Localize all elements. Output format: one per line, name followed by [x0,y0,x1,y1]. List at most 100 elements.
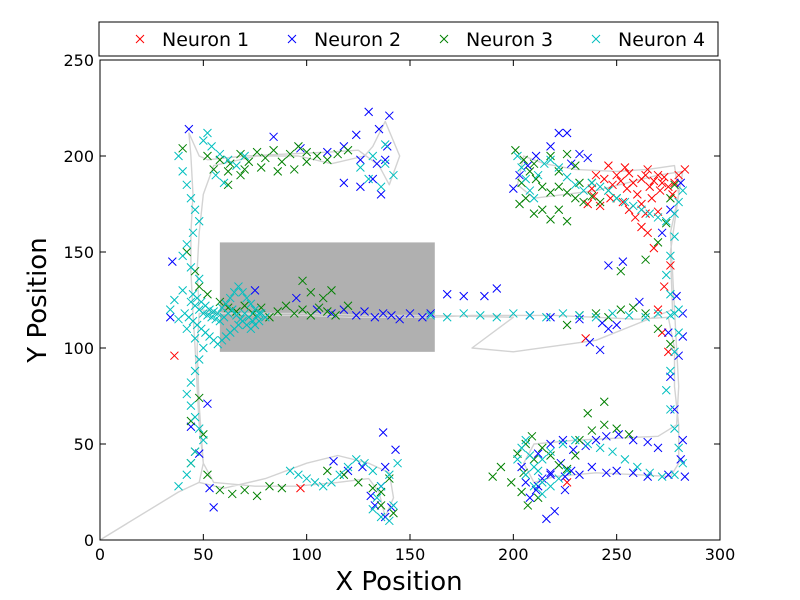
data-point [186,401,196,410]
data-point [585,337,595,347]
data-point [240,485,250,495]
data-point [343,462,353,472]
data-point [521,174,531,184]
data-point [318,481,328,491]
data-point [182,180,192,190]
data-point [674,328,684,337]
y-tick-label: 50 [74,435,94,454]
data-point [632,462,642,472]
data-point [595,182,605,192]
data-point [219,178,229,188]
data-point [426,311,436,320]
data-point [575,178,584,188]
data-point [506,478,516,487]
data-point [666,405,675,414]
data-point [302,147,312,157]
data-point [372,493,382,503]
data-point [575,435,584,445]
data-point [628,178,638,188]
data-point [380,462,390,472]
legend: Neuron 1 Neuron 2 Neuron 3 Neuron 4 [98,21,719,57]
data-point [661,218,671,228]
data-point [254,309,264,318]
data-point [595,201,605,211]
data-point [351,455,361,464]
data-point [653,443,663,453]
data-point [322,147,332,157]
data-point [645,209,655,218]
data-point [198,309,208,318]
data-point [595,345,605,355]
data-point [260,153,270,163]
data-point [560,485,570,495]
data-point [223,155,233,165]
data-point [661,270,671,280]
data-point [546,451,555,460]
data-point [364,174,374,184]
data-point [575,311,584,320]
data-point [256,163,266,172]
data-point [645,182,655,192]
data-point [568,445,578,455]
data-point [314,303,324,313]
series-neuron-2 [165,107,690,524]
data-point [676,178,686,188]
data-point [442,289,452,299]
data-point [546,468,555,478]
data-point [391,445,400,455]
legend-marker [591,34,601,44]
data-point [194,282,204,291]
data-point [198,343,208,353]
data-point [659,282,669,291]
data-point [670,347,679,357]
data-point [550,506,560,516]
data-point [356,182,365,192]
data-point [657,228,667,238]
data-point [182,324,192,334]
data-point [670,470,679,480]
data-point [533,170,543,180]
data-point [531,151,541,161]
data-point [641,255,650,265]
data-point [186,378,196,387]
data-point [666,366,675,376]
data-point [546,215,555,224]
data-point [380,140,390,149]
data-point [327,478,336,487]
data-point [521,193,531,203]
x-tick-label: 100 [291,545,322,564]
data-point [368,174,378,184]
data-point [643,228,653,238]
data-point [211,314,221,324]
data-point [678,458,688,468]
data-point [583,408,593,418]
data-point [546,470,555,480]
data-point [205,305,214,314]
data-point [562,466,572,476]
data-point [649,243,659,253]
data-point [618,197,628,207]
data-point [260,312,270,322]
data-point [277,157,287,167]
data-point [211,170,221,180]
data-point [376,182,386,192]
data-point [265,312,274,322]
data-point [331,311,340,320]
data-point [223,180,233,190]
data-point [459,291,469,301]
data-point [632,190,642,199]
series-neuron-4 [165,128,688,526]
data-point [546,142,555,151]
data-point [670,178,679,188]
data-point [515,170,524,180]
data-point [182,470,192,480]
data-point [393,458,402,468]
data-point [227,489,237,499]
data-point [198,435,208,445]
data-point [546,155,555,165]
data-point [186,458,196,468]
data-point [380,159,390,169]
y-axis-title: Y Position [23,237,53,363]
data-point [242,293,252,303]
data-point [203,399,212,409]
